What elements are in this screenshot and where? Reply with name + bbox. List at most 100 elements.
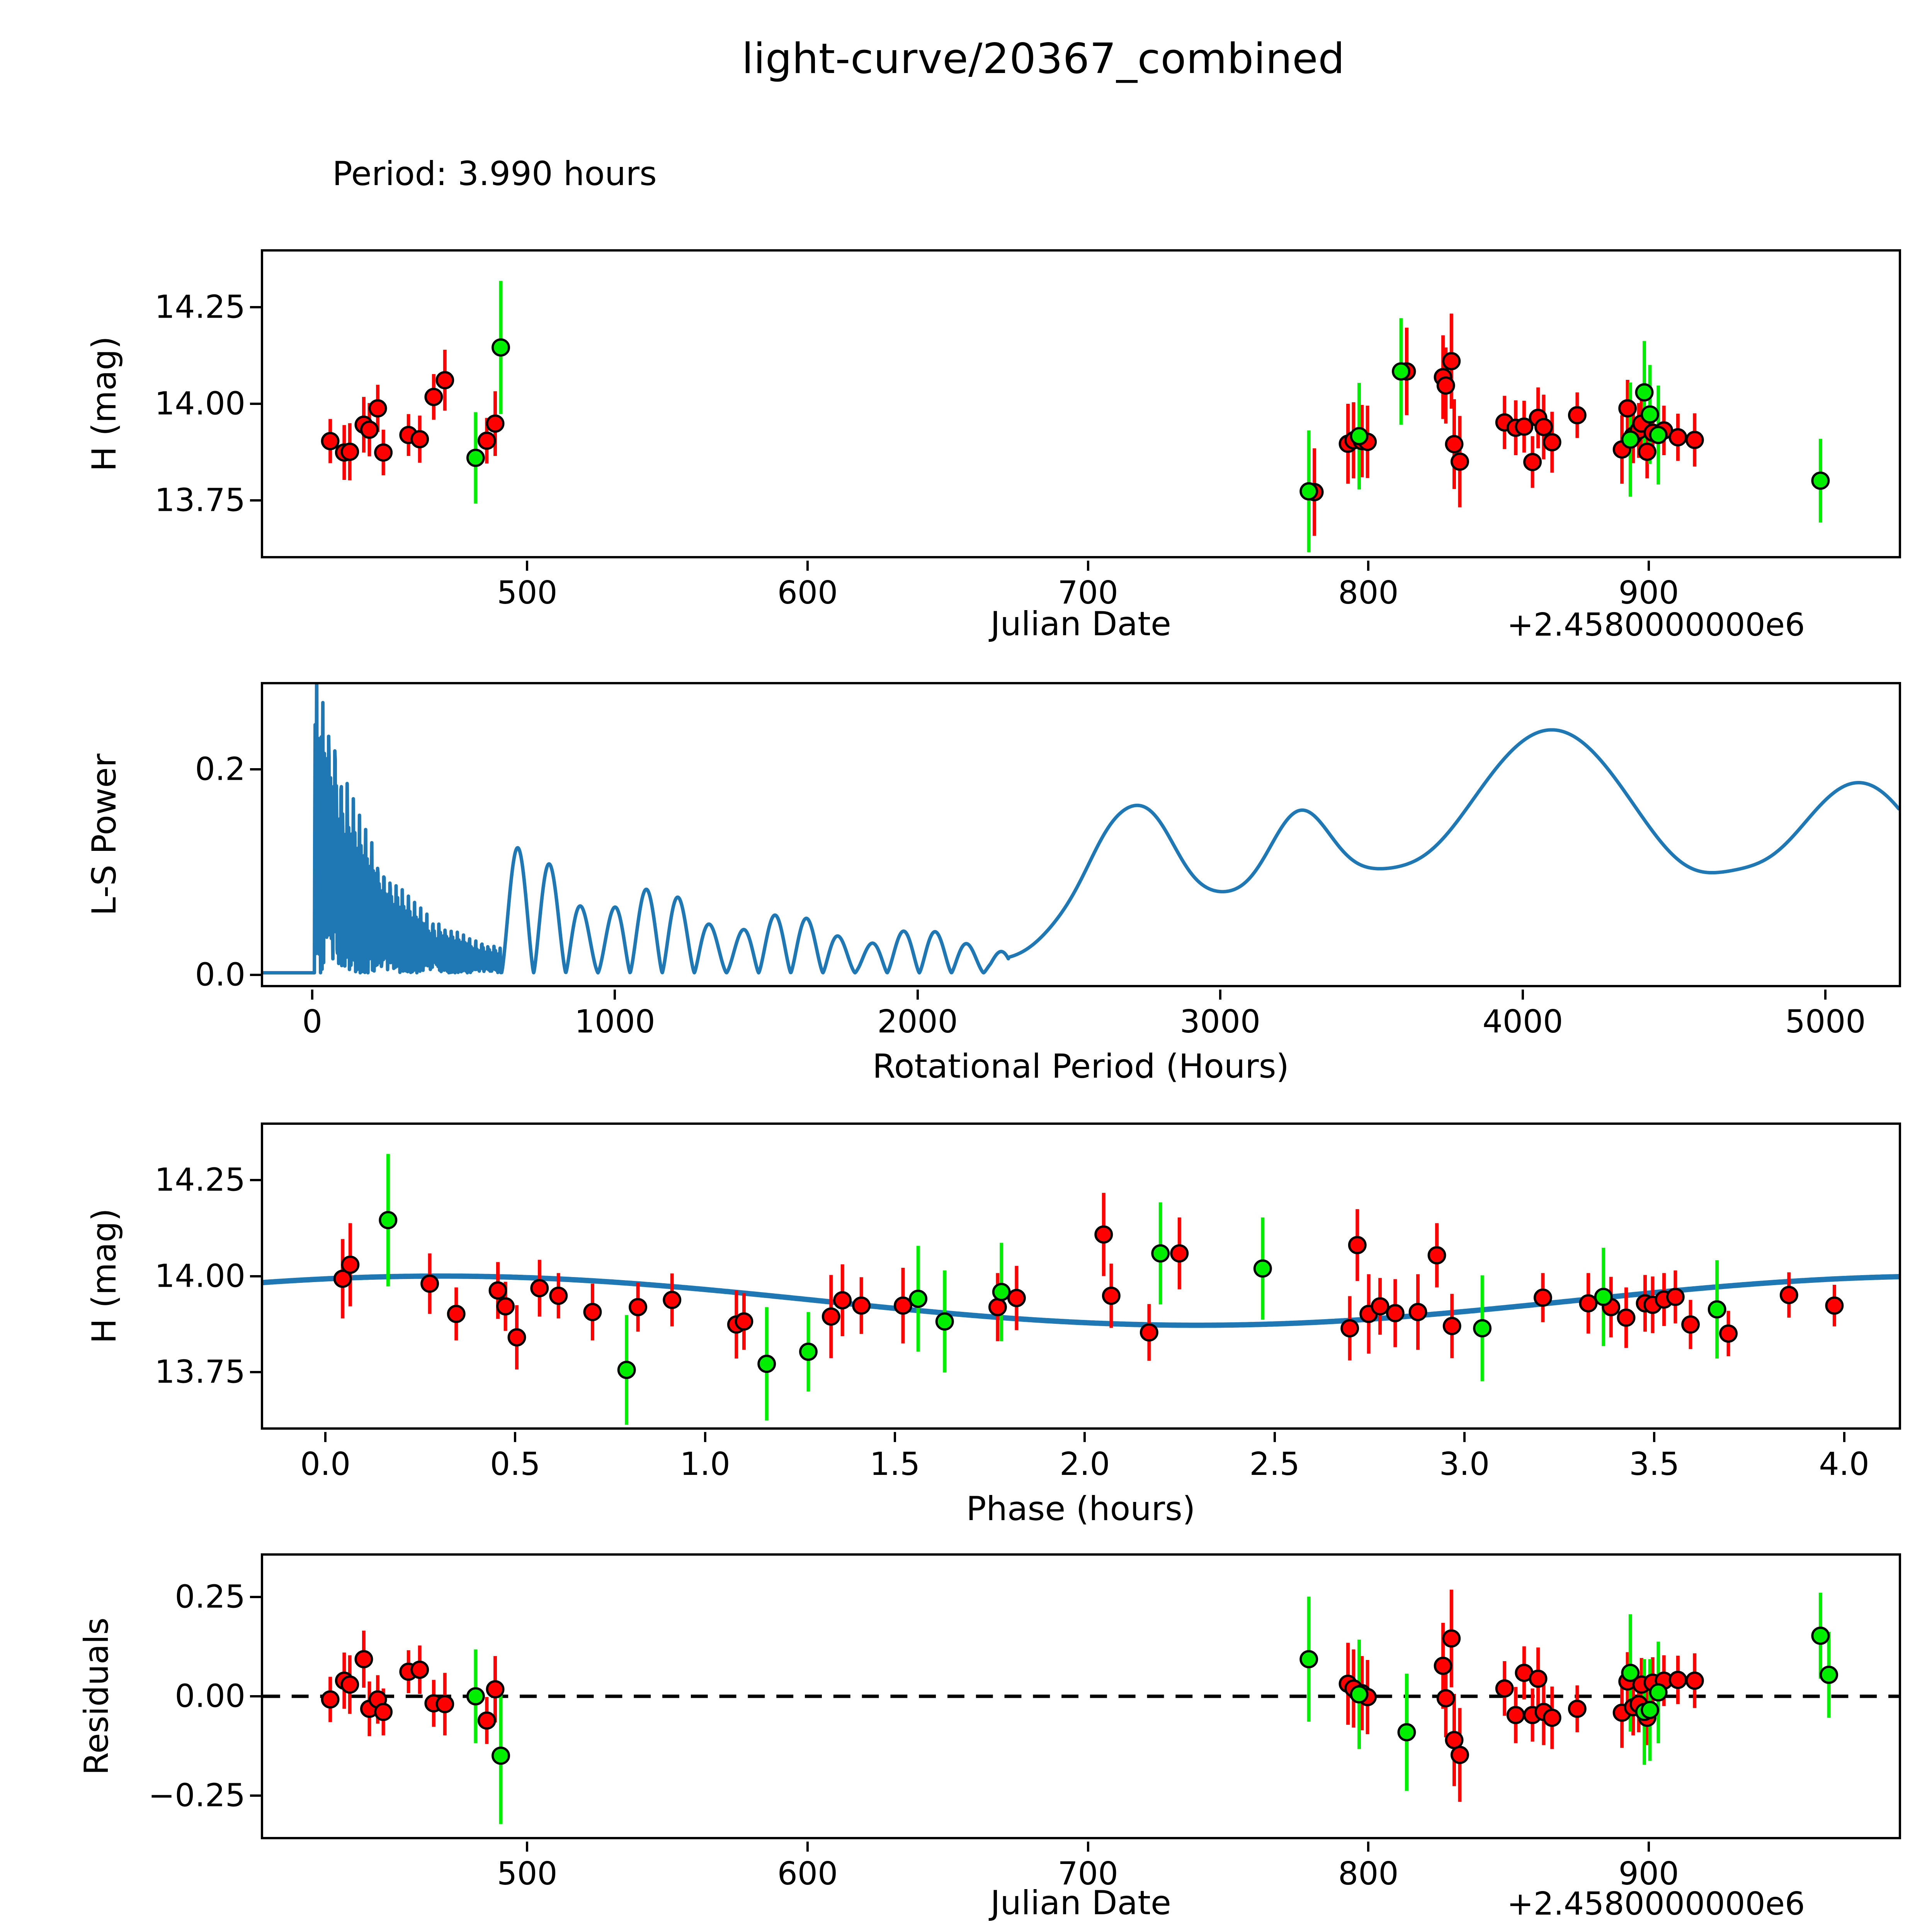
data-point[interactable] (1666, 1287, 1685, 1306)
data-point[interactable] (1451, 452, 1469, 471)
data-point[interactable] (1442, 1317, 1461, 1335)
data-point[interactable] (1392, 362, 1410, 381)
data-point[interactable] (1649, 1683, 1668, 1702)
data-point[interactable] (447, 1304, 466, 1323)
data-point[interactable] (333, 1269, 352, 1288)
data-point[interactable] (1442, 352, 1461, 371)
data-point[interactable] (1253, 1259, 1272, 1278)
data-point[interactable] (1685, 1671, 1704, 1690)
data-point[interactable] (909, 1289, 928, 1308)
data-point[interactable] (1617, 1308, 1636, 1327)
data-point[interactable] (424, 388, 443, 406)
marker-group-secondary[interactable] (379, 1211, 1726, 1379)
data-point[interactable] (1299, 482, 1318, 501)
data-point[interactable] (1408, 1303, 1427, 1321)
data-point[interactable] (486, 1680, 505, 1699)
data-point[interactable] (1811, 1626, 1830, 1645)
data-point[interactable] (1779, 1286, 1798, 1304)
data-point[interactable] (663, 1291, 682, 1309)
data-point[interactable] (1568, 406, 1587, 425)
data-point[interactable] (340, 1675, 359, 1694)
data-point[interactable] (374, 1702, 393, 1721)
data-point[interactable] (1825, 1296, 1844, 1315)
data-point[interactable] (617, 1361, 636, 1379)
marker-group-primary[interactable] (321, 352, 1704, 502)
data-point[interactable] (1708, 1300, 1726, 1319)
data-point[interactable] (1139, 1323, 1158, 1342)
data-point[interactable] (1515, 417, 1534, 436)
data-point[interactable] (1533, 1288, 1552, 1307)
data-point[interactable] (477, 431, 496, 450)
data-point[interactable] (1641, 405, 1659, 424)
data-point[interactable] (1529, 1669, 1548, 1688)
data-point[interactable] (1170, 1244, 1189, 1263)
data-point[interactable] (1579, 1294, 1598, 1313)
data-point[interactable] (420, 1274, 439, 1293)
data-point[interactable] (1668, 1670, 1687, 1689)
data-point[interactable] (1649, 426, 1668, 444)
data-point[interactable] (1638, 442, 1656, 461)
data-point[interactable] (1621, 430, 1640, 449)
data-point[interactable] (492, 338, 510, 357)
data-point[interactable] (410, 1660, 429, 1679)
data-point[interactable] (374, 443, 393, 462)
data-point[interactable] (1007, 1289, 1026, 1307)
data-point[interactable] (1102, 1286, 1121, 1305)
data-point[interactable] (1397, 1723, 1416, 1742)
lightcurve-plot-area[interactable] (261, 249, 1901, 558)
data-point[interactable] (1594, 1287, 1613, 1306)
data-point[interactable] (496, 1297, 515, 1316)
data-point[interactable] (1350, 427, 1369, 446)
data-point[interactable] (1442, 1629, 1461, 1648)
data-point[interactable] (435, 371, 454, 389)
data-point[interactable] (1495, 1679, 1514, 1698)
data-point[interactable] (488, 1281, 507, 1300)
data-point[interactable] (1534, 418, 1553, 436)
data-point[interactable] (1811, 471, 1830, 490)
data-point[interactable] (466, 449, 485, 467)
data-point[interactable] (821, 1307, 840, 1326)
data-point[interactable] (1523, 453, 1542, 471)
data-point[interactable] (477, 1711, 496, 1730)
data-point[interactable] (1340, 1319, 1359, 1338)
data-point[interactable] (988, 1298, 1007, 1316)
data-point[interactable] (757, 1354, 776, 1373)
data-point[interactable] (629, 1298, 647, 1316)
data-point[interactable] (1820, 1665, 1838, 1684)
data-point[interactable] (507, 1328, 526, 1347)
data-point[interactable] (1436, 1689, 1455, 1708)
data-point[interactable] (1371, 1297, 1389, 1316)
data-point[interactable] (1386, 1304, 1405, 1323)
data-point[interactable] (1543, 433, 1561, 452)
phase-plot-area[interactable] (261, 1122, 1901, 1430)
data-point[interactable] (435, 1695, 454, 1713)
data-point[interactable] (1350, 1685, 1369, 1704)
data-point[interactable] (1543, 1709, 1561, 1727)
data-point[interactable] (1621, 1663, 1640, 1682)
data-point[interactable] (1348, 1236, 1367, 1254)
data-point[interactable] (852, 1296, 871, 1315)
data-point[interactable] (1681, 1315, 1700, 1334)
data-point[interactable] (935, 1312, 954, 1331)
data-point[interactable] (1618, 399, 1637, 418)
periodogram-plot-area[interactable] (261, 682, 1901, 987)
data-point[interactable] (410, 430, 429, 449)
marker-group-primary[interactable] (333, 1225, 1844, 1347)
data-point[interactable] (321, 1690, 340, 1709)
data-point[interactable] (360, 420, 379, 439)
data-point[interactable] (1445, 1731, 1464, 1749)
data-point[interactable] (1506, 1706, 1525, 1725)
data-point[interactable] (492, 1747, 510, 1765)
data-point[interactable] (1094, 1225, 1113, 1244)
data-point[interactable] (992, 1282, 1011, 1301)
marker-group-secondary[interactable] (466, 1626, 1838, 1765)
data-point[interactable] (1151, 1244, 1170, 1263)
data-point[interactable] (1427, 1246, 1446, 1265)
data-point[interactable] (1635, 383, 1654, 402)
data-point[interactable] (354, 1650, 373, 1668)
data-point[interactable] (486, 414, 505, 433)
data-point[interactable] (1436, 376, 1455, 395)
residuals-plot-area[interactable] (261, 1553, 1901, 1839)
data-point[interactable] (530, 1279, 549, 1298)
data-point[interactable] (833, 1291, 852, 1310)
